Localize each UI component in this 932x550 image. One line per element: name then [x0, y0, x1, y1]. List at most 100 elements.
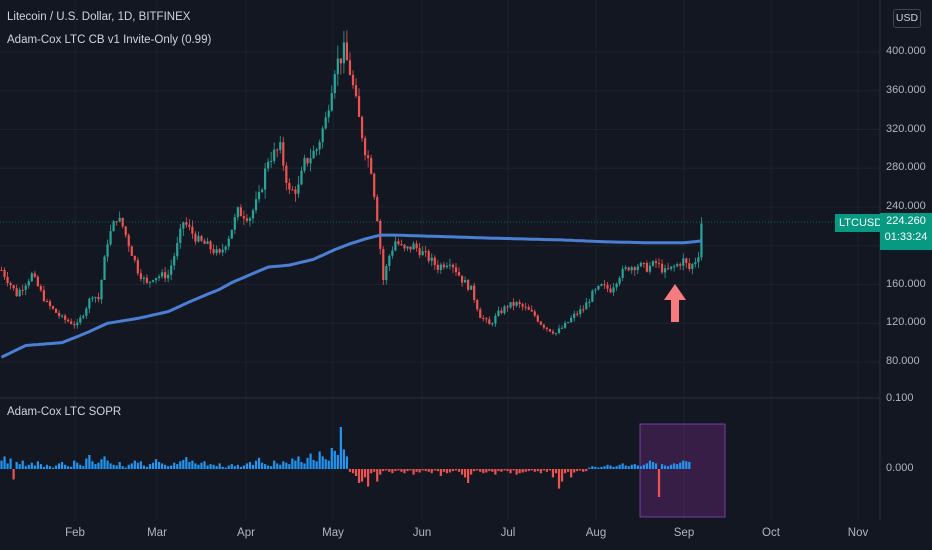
sopr-bar	[551, 469, 555, 478]
candle-body	[303, 158, 306, 171]
sopr-bar	[573, 469, 576, 473]
candle-body	[503, 306, 506, 314]
sopr-bar	[309, 453, 312, 469]
sopr-bar	[663, 465, 667, 469]
candle-body	[270, 160, 273, 162]
candle-body	[48, 301, 52, 307]
sopr-bar	[194, 463, 197, 469]
up-arrow-icon	[664, 284, 686, 322]
sopr-bar	[130, 463, 133, 469]
sopr-bar	[645, 463, 648, 469]
candle-body	[673, 266, 676, 268]
candle-body	[627, 267, 630, 271]
sopr-bar	[621, 463, 624, 469]
candle-body	[630, 267, 633, 271]
sopr-bar	[91, 461, 94, 469]
sopr-bar	[109, 463, 112, 469]
candle-body	[579, 309, 582, 315]
candle-body	[606, 284, 609, 289]
candle-body	[651, 261, 655, 266]
sopr-bar	[254, 460, 258, 469]
candle-body	[542, 324, 545, 328]
sopr-bar	[673, 463, 676, 469]
price-tick-label: 160.000	[886, 277, 926, 290]
sopr-bar	[33, 465, 36, 469]
sopr-bar	[364, 469, 367, 478]
candle-body	[164, 272, 167, 279]
sopr-bar	[148, 464, 152, 469]
time-tick-label: Mar	[147, 527, 167, 539]
sopr-bar	[594, 466, 597, 469]
candle-body	[118, 217, 121, 222]
currency-selector-button[interactable]: USD	[893, 9, 921, 28]
candle-body	[588, 301, 591, 303]
sopr-bar	[412, 469, 415, 475]
candle-body	[524, 306, 527, 308]
sopr-bar	[27, 464, 30, 469]
candle-body	[585, 302, 588, 310]
sopr-bar	[318, 451, 321, 469]
sopr-bar	[64, 464, 67, 469]
sopr-bar	[385, 469, 388, 471]
sopr-bar	[206, 465, 209, 469]
sopr-bar	[145, 466, 149, 469]
sopr-bar	[285, 462, 288, 469]
candle-body	[642, 262, 645, 264]
candle-body	[482, 318, 485, 320]
sopr-bar	[388, 469, 391, 472]
candle-body	[61, 315, 64, 317]
sopr-bar	[315, 461, 318, 469]
candle-body	[527, 307, 530, 310]
candle-body	[624, 267, 627, 269]
candle-body	[300, 170, 303, 185]
time-tick-label: Jun	[412, 527, 432, 539]
sopr-bar	[518, 469, 521, 474]
candle-body	[145, 277, 149, 283]
sopr-bar	[567, 469, 570, 472]
sopr-bar	[588, 467, 591, 469]
candle-body	[333, 74, 336, 94]
candle-body	[285, 165, 288, 183]
sopr-bar	[557, 469, 561, 489]
sopr-bar	[351, 469, 355, 474]
sopr-bar	[451, 469, 455, 472]
sopr-legend[interactable]: Adam-Cox LTC SOPR	[7, 406, 122, 418]
sopr-bar	[242, 465, 245, 469]
sopr-bar	[533, 469, 536, 472]
candle-body	[127, 235, 130, 247]
indicator-legend[interactable]: Adam-Cox LTC CB v1 Invite-Only (0.99)	[7, 34, 212, 46]
sopr-bar	[239, 466, 242, 469]
sopr-bar	[164, 464, 167, 469]
price-tick-label: 400.000	[886, 45, 926, 57]
candle-body	[506, 306, 509, 308]
sopr-bar	[85, 458, 88, 469]
candle-body	[582, 309, 585, 311]
candle-body	[64, 315, 67, 320]
sopr-bar	[339, 427, 342, 469]
candle-body	[218, 249, 221, 253]
sopr-bar	[212, 464, 215, 469]
candle-body	[54, 308, 58, 313]
candle-body	[560, 327, 564, 329]
candle-body	[148, 281, 152, 283]
chart-title: Litecoin / U.S. Dollar, 1D, BITFINEX	[7, 11, 191, 23]
sopr-bar	[548, 469, 552, 471]
sopr-bars	[0, 427, 691, 497]
candle-body	[694, 262, 697, 265]
sopr-bar	[330, 448, 333, 469]
sopr-bar	[506, 469, 509, 472]
candle-body	[100, 279, 103, 300]
candle-body	[433, 257, 436, 265]
candle-body	[554, 332, 558, 334]
sopr-bar	[294, 460, 297, 469]
sopr-bar	[591, 466, 594, 469]
sopr-bar	[570, 469, 573, 478]
sopr-bar	[303, 463, 306, 469]
sopr-bar	[436, 469, 439, 472]
sopr-bar	[476, 469, 479, 471]
candle-body	[206, 241, 209, 244]
sopr-bar	[136, 462, 139, 469]
sopr-bar	[624, 465, 627, 469]
sopr-bar	[521, 469, 524, 473]
